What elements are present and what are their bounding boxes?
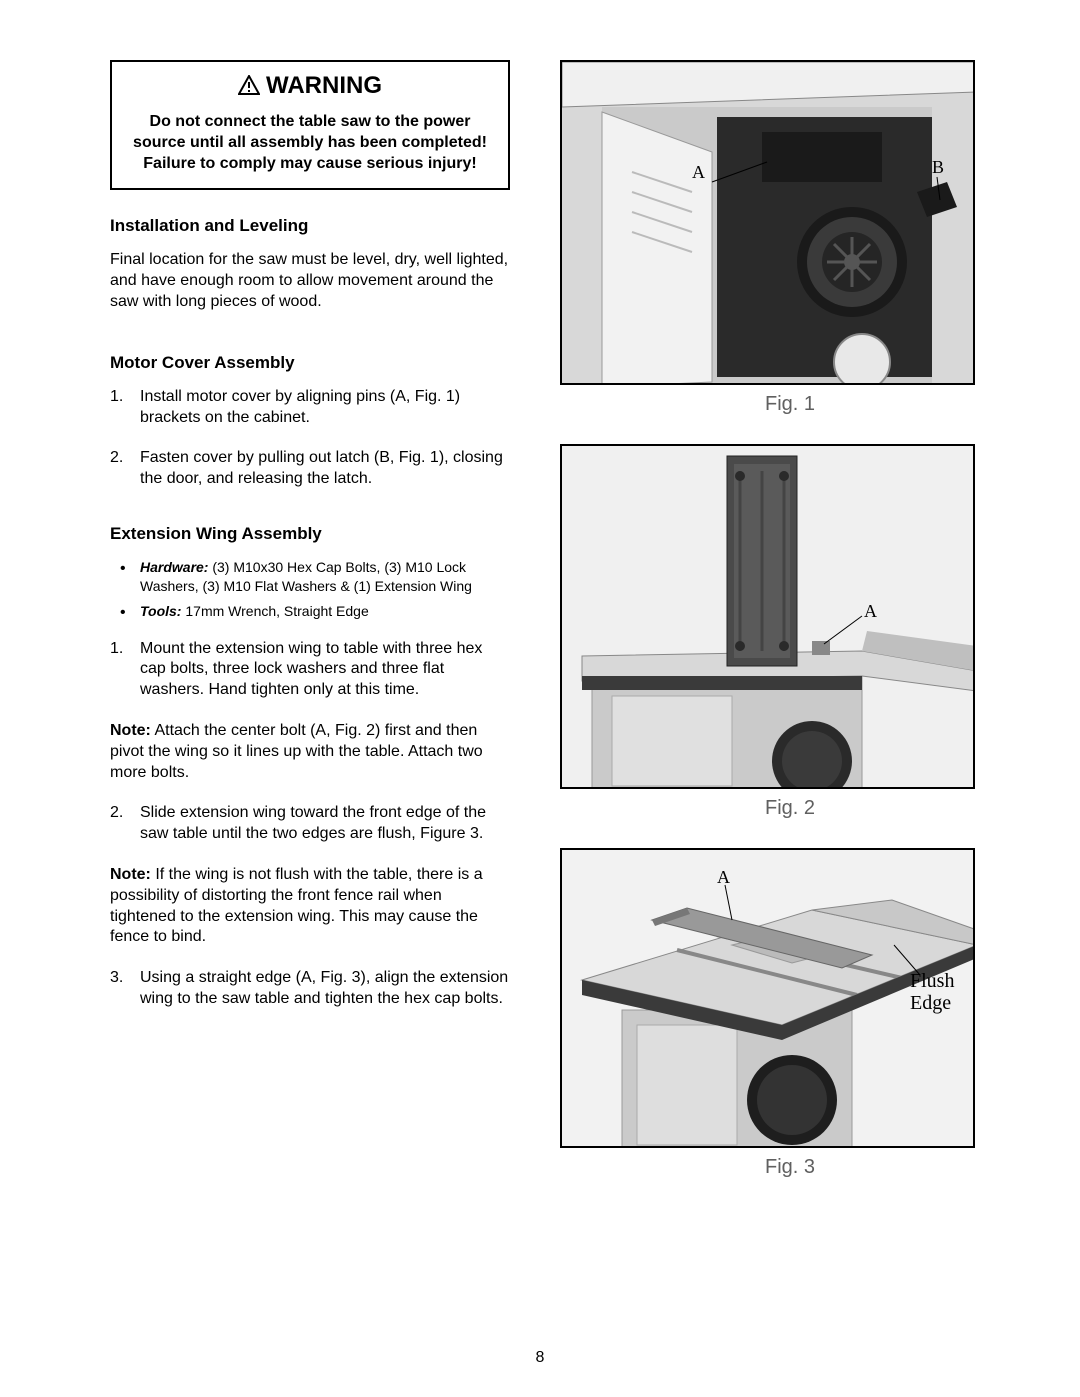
heading-wing: Extension Wing Assembly xyxy=(110,524,510,544)
wing-note-1: Note: Attach the center bolt (A, Fig. 2)… xyxy=(110,721,510,783)
heading-motor: Motor Cover Assembly xyxy=(110,353,510,373)
figure-2-svg xyxy=(562,446,975,789)
fig3-caption: Fig. 3 xyxy=(560,1156,1020,1179)
warning-title: WARNING xyxy=(124,72,496,102)
warning-box: WARNING Do not connect the table saw to … xyxy=(110,60,510,190)
figure-3: A Flush Edge xyxy=(560,848,975,1148)
wing-steps-b: 2.Slide extension wing toward the front … xyxy=(110,803,510,845)
motor-step-2: 2.Fasten cover by pulling out latch (B, … xyxy=(110,448,510,490)
heading-installation: Installation and Leveling xyxy=(110,216,510,236)
motor-steps: 1.Install motor cover by aligning pins (… xyxy=(110,387,510,490)
right-column: A B Fig. 1 xyxy=(560,60,1020,1179)
left-column: WARNING Do not connect the table saw to … xyxy=(110,60,510,1179)
wing-note-2: Note: If the wing is not flush with the … xyxy=(110,865,510,948)
fig2-caption: Fig. 2 xyxy=(560,797,1020,820)
warning-icon xyxy=(238,74,260,102)
figure-1: A B xyxy=(560,60,975,385)
page-number: 8 xyxy=(0,1349,1080,1367)
fig1-label-a: A xyxy=(692,162,705,183)
wing-steps-a: 1.Mount the extension wing to table with… xyxy=(110,639,510,701)
fig1-label-b: B xyxy=(932,157,944,178)
fig3-flush-label: Flush Edge xyxy=(910,970,954,1014)
warning-body: Do not connect the table saw to the powe… xyxy=(124,112,496,174)
wing-step-2: 2.Slide extension wing toward the front … xyxy=(110,803,510,845)
wing-steps-c: 3.Using a straight edge (A, Fig. 3), ali… xyxy=(110,968,510,1010)
motor-step-1: 1.Install motor cover by aligning pins (… xyxy=(110,387,510,429)
wing-step-1: 1.Mount the extension wing to table with… xyxy=(110,639,510,701)
fig2-label-a: A xyxy=(864,601,877,622)
hw-item: Hardware: (3) M10x30 Hex Cap Bolts, (3) … xyxy=(110,558,510,596)
figure-2: A xyxy=(560,444,975,789)
fig3-label-a: A xyxy=(717,867,730,888)
figure-1-svg xyxy=(562,62,975,385)
wing-step-3: 3.Using a straight edge (A, Fig. 3), ali… xyxy=(110,968,510,1010)
fig1-caption: Fig. 1 xyxy=(560,393,1020,416)
tools-item: Tools: 17mm Wrench, Straight Edge xyxy=(110,602,510,621)
para-installation: Final location for the saw must be level… xyxy=(110,250,510,312)
wing-hw-list: Hardware: (3) M10x30 Hex Cap Bolts, (3) … xyxy=(110,558,510,621)
warning-title-text: WARNING xyxy=(266,72,382,99)
